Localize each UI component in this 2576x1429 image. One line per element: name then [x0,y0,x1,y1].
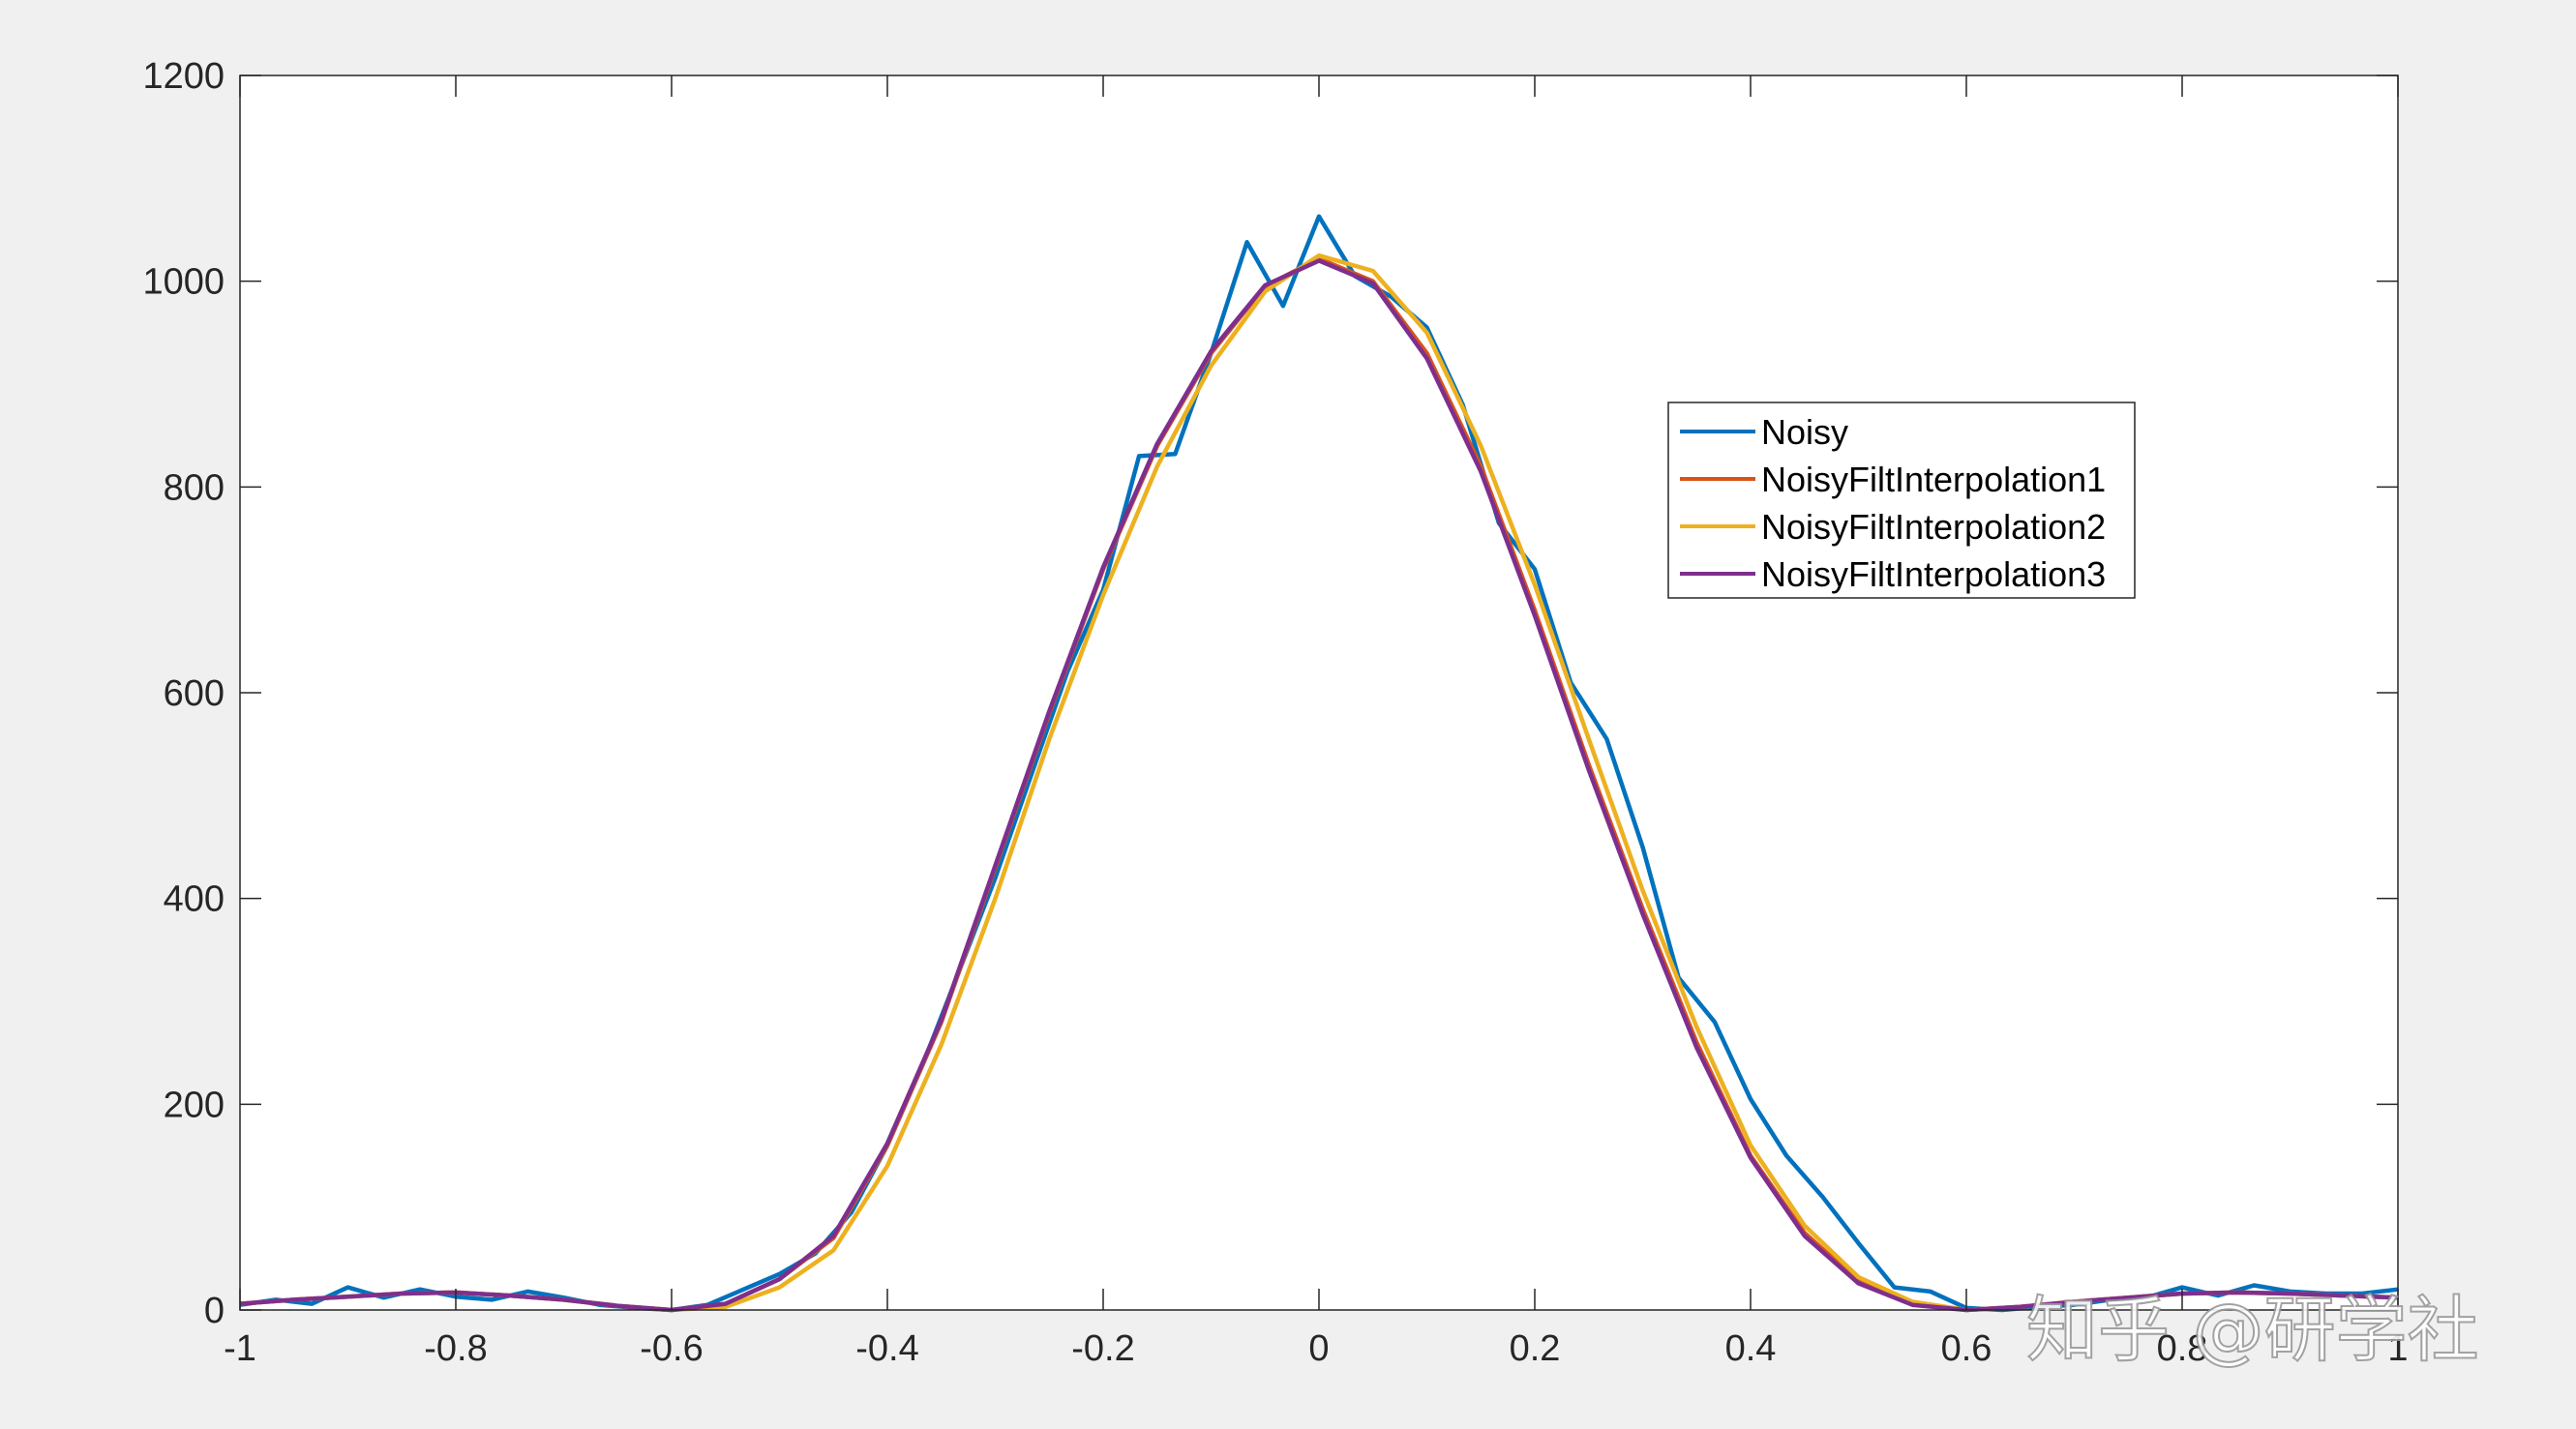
x-tick-label-6: 0.2 [1510,1328,1561,1369]
legend-label-noisy: Noisy [1761,412,1848,452]
x-tick-label-5: 0 [1308,1328,1329,1369]
legend-label-interp3: NoisyFiltInterpolation3 [1761,554,2106,594]
legend[interactable]: Noisy NoisyFiltInterpolation1 NoisyFiltI… [1667,402,2136,599]
series-line-3 [239,258,2399,1313]
y-tick-label-1: 200 [164,1085,225,1125]
plot-area [240,75,2398,1310]
legend-box [1667,402,2136,599]
x-tick-label-4: -0.2 [1071,1328,1134,1369]
y-tick-label-5: 1000 [142,262,225,303]
y-tick-label-2: 400 [164,879,225,920]
x-tick-label-2: -0.6 [640,1328,703,1369]
y-tick-label-0: 0 [204,1291,225,1331]
watermark-text: 知乎 @研学社 [2026,1289,2479,1372]
y-tick-label-6: 1200 [142,56,225,97]
x-tick-label-7: 0.4 [1725,1328,1777,1369]
legend-label-interp2: NoisyFiltInterpolation2 [1761,507,2106,547]
series-layer [239,214,2399,1313]
x-tick-label-10: 1 [2387,1328,2408,1369]
x-tick-label-9: 0.8 [2157,1328,2208,1369]
y-tick-label-4: 800 [164,467,225,508]
x-tick-label-1: -0.8 [424,1328,487,1369]
y-tick-label-3: 600 [164,673,225,714]
x-tick-label-8: 0.6 [1941,1328,1992,1369]
x-tick-label-0: -1 [224,1328,256,1369]
x-tick-label-3: -0.4 [855,1328,918,1369]
legend-label-interp1: NoisyFiltInterpolation1 [1761,460,2106,499]
ticks-layer: -1 -0.8 -0.6 -0.4 -0.2 0 0.2 0.4 0.6 0.8 1 0 200 400 6… [142,56,2408,1369]
